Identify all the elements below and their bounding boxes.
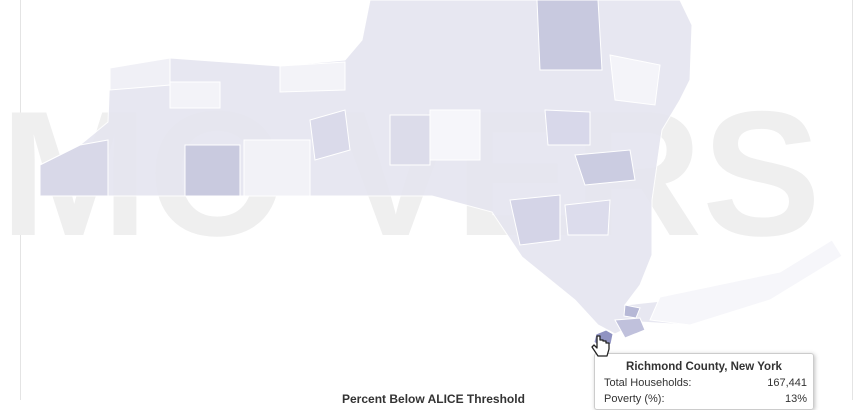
tooltip-value: 13%	[784, 393, 807, 405]
county-region[interactable]	[309, 109, 351, 161]
tooltip-row: Total Households: 167,441	[595, 377, 813, 389]
tooltip-label: Total Households:	[604, 377, 692, 389]
tooltip-title: Richmond County, New York	[626, 361, 782, 373]
county-region[interactable]	[109, 57, 171, 91]
legend-title: Percent Below ALICE Threshold	[342, 392, 525, 406]
county-region[interactable]	[429, 109, 481, 161]
county-region[interactable]	[243, 139, 311, 197]
county-region[interactable]	[184, 144, 241, 197]
county-region[interactable]	[279, 61, 346, 93]
tooltip-value: 167,441	[767, 377, 807, 389]
tooltip-label: Poverty (%):	[604, 393, 665, 405]
choropleth-map[interactable]	[0, 0, 857, 400]
map-tooltip: Richmond County, New York Total Househol…	[594, 353, 814, 410]
county-region[interactable]	[609, 54, 661, 106]
county-region[interactable]	[614, 317, 646, 339]
county-region[interactable]	[564, 199, 611, 236]
county-region[interactable]	[39, 139, 109, 197]
county-region[interactable]	[544, 109, 591, 146]
right-border	[852, 0, 853, 400]
county-region[interactable]	[623, 304, 641, 319]
county-region[interactable]	[389, 114, 431, 166]
hand-pointer-icon	[590, 334, 612, 365]
county-region[interactable]	[169, 81, 221, 109]
county-region[interactable]	[649, 239, 843, 326]
tooltip-row: Poverty (%): 13%	[595, 393, 813, 405]
county-region[interactable]	[574, 149, 636, 186]
county-region[interactable]	[509, 194, 561, 246]
county-region[interactable]	[536, 0, 603, 71]
left-border	[20, 0, 21, 400]
